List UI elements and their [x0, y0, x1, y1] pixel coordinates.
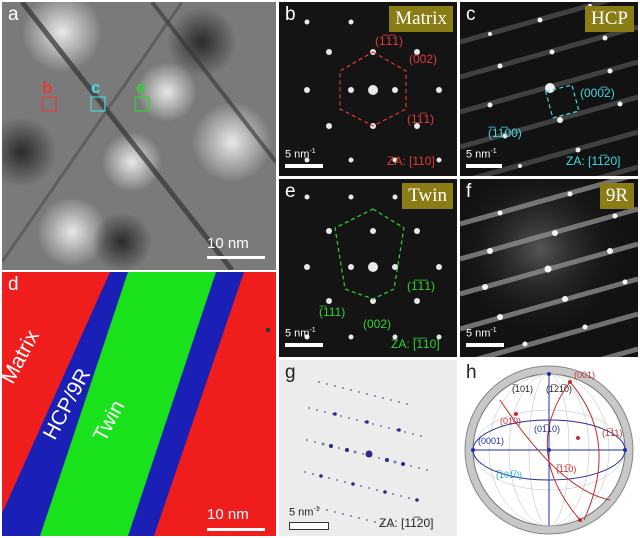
pole-001: (001): [574, 370, 596, 380]
scalebar-g: [289, 522, 329, 530]
panel-c-diffraction: c HCP (000̅2) (̅11̅00) 5 nm-1 ZA: [11̅20…: [460, 2, 638, 176]
scalebar-label-d: 10 nm: [207, 506, 249, 523]
pole-111: (1̅11): [602, 428, 623, 438]
panel-letter-b: b: [285, 4, 296, 25]
spot-label-e2: (̅111): [319, 305, 346, 319]
panel-letter-a: a: [8, 4, 19, 25]
scalebar-e: [285, 343, 323, 347]
panel-letter-h: h: [466, 362, 477, 383]
panel-e-diffraction: e Twin (1̅1̅1) (̅111) (002) 5 nm-1 ZA: […: [279, 179, 457, 357]
pole-1210: (1̅21̅0): [546, 384, 573, 394]
pole-0001: (0001): [478, 436, 505, 446]
panel-h-stereogram: h (001) (̅101) (1̅21̅0) (0001) (01̅10) (…: [460, 360, 638, 536]
panel-a-tem-image: a b c e 10 nm: [2, 2, 276, 270]
simulated-pattern-g: [304, 381, 428, 527]
panel-d-phase-map: d Matrix HCP/9R Twin 10 nm: [2, 272, 276, 536]
spot-label-b2: (002): [409, 52, 438, 66]
diffraction-pattern-c: [460, 2, 638, 176]
tag-matrix: Matrix: [389, 6, 453, 32]
panel-letter-f: f: [466, 181, 472, 202]
spot-label-b3: (11̅1): [407, 112, 435, 126]
zone-axis-g: ZA: [11̅20]: [379, 516, 434, 530]
scalebar-c: [466, 164, 502, 168]
tag-hcp: HCP: [585, 6, 634, 32]
spot-label-c2: (̅11̅00): [488, 126, 522, 140]
panel-letter-g: g: [285, 362, 296, 383]
box-label-b: b: [42, 78, 53, 97]
zone-axis-b: ZA: [110]: [387, 154, 435, 168]
panel-b-diffraction: b Matrix (1̅1̅1) (002) (11̅1) 5 nm-1 ZA:…: [279, 2, 457, 176]
panel-letter-d: d: [8, 274, 19, 295]
panel-letter-e: e: [285, 181, 296, 202]
pole-01bar10: (01̅10): [534, 424, 561, 434]
pole-1010: (̅101̅0): [496, 470, 523, 480]
scalebar-a: [207, 256, 265, 259]
scalebar-f: [466, 343, 504, 347]
scale-text-g: 5 nm-1: [289, 506, 320, 519]
box-label-c: c: [91, 78, 101, 97]
panel-f-diffraction: f 9R 5 nm-1: [460, 179, 638, 357]
pole-101: (̅101): [512, 384, 534, 394]
scale-text-f: 5 nm-1: [466, 327, 497, 340]
panel-g-simulated-pattern: g 5 nm-1 ZA: [11̅20]: [279, 360, 457, 536]
stereographic-projection-h: [464, 365, 634, 535]
spot-label-e3: (002): [363, 317, 392, 331]
pole-010: (010): [500, 416, 522, 426]
spot-label-c1: (000̅2): [580, 86, 615, 100]
tem-image-a: [2, 2, 276, 270]
spot-label-b1: (1̅1̅1): [375, 34, 404, 48]
spot-label-e1: (1̅1̅1): [407, 279, 436, 293]
zone-axis-c: ZA: [11̅20]: [566, 154, 621, 168]
scale-text-b: 5 nm-1: [285, 148, 316, 161]
scale-text-c: 5 nm-1: [466, 148, 497, 161]
tag-9r: 9R: [599, 183, 634, 209]
tag-twin: Twin: [402, 183, 453, 209]
scale-text-e: 5 nm-1: [285, 327, 316, 340]
pole-110: (̅11̅0): [556, 464, 577, 474]
panel-letter-c: c: [466, 4, 476, 25]
diffraction-pattern-f: [460, 179, 638, 357]
scalebar-d: [207, 528, 265, 531]
zone-axis-e: ZA: [̅1̅10]: [391, 337, 440, 351]
box-label-e: e: [136, 78, 146, 97]
scalebar-b: [285, 164, 323, 168]
scalebar-label-a: 10 nm: [207, 235, 249, 252]
diffraction-pattern-b: [304, 19, 442, 163]
phase-map-d: [2, 272, 276, 536]
